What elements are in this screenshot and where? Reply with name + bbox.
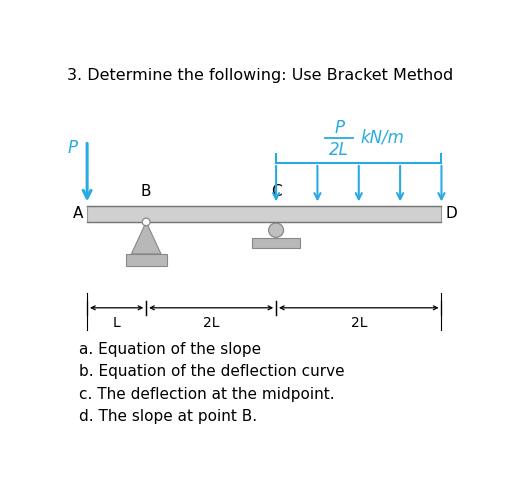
Bar (87, 206, 441, 222)
Bar (125, 254, 167, 266)
Text: 2L: 2L (203, 316, 219, 330)
Text: 2L: 2L (351, 316, 367, 330)
Text: L: L (113, 316, 120, 330)
Text: C: C (271, 185, 281, 200)
Bar (252, 239, 300, 248)
Text: c. The deflection at the midpoint.: c. The deflection at the midpoint. (79, 387, 335, 402)
Text: d. The slope at point B.: d. The slope at point B. (79, 409, 258, 424)
Text: B: B (141, 185, 151, 200)
Text: P: P (67, 139, 77, 157)
Text: kN/m: kN/m (361, 129, 404, 147)
Circle shape (142, 218, 150, 225)
Text: a. Equation of the slope: a. Equation of the slope (79, 341, 262, 356)
Ellipse shape (269, 223, 283, 237)
Text: D: D (446, 206, 457, 221)
Text: P: P (334, 119, 344, 137)
Text: b. Equation of the deflection curve: b. Equation of the deflection curve (79, 364, 345, 379)
Text: 2L: 2L (329, 141, 349, 159)
Text: A: A (73, 206, 83, 221)
Text: 3. Determine the following: Use Bracket Method: 3. Determine the following: Use Bracket … (67, 68, 454, 83)
Polygon shape (132, 222, 161, 254)
